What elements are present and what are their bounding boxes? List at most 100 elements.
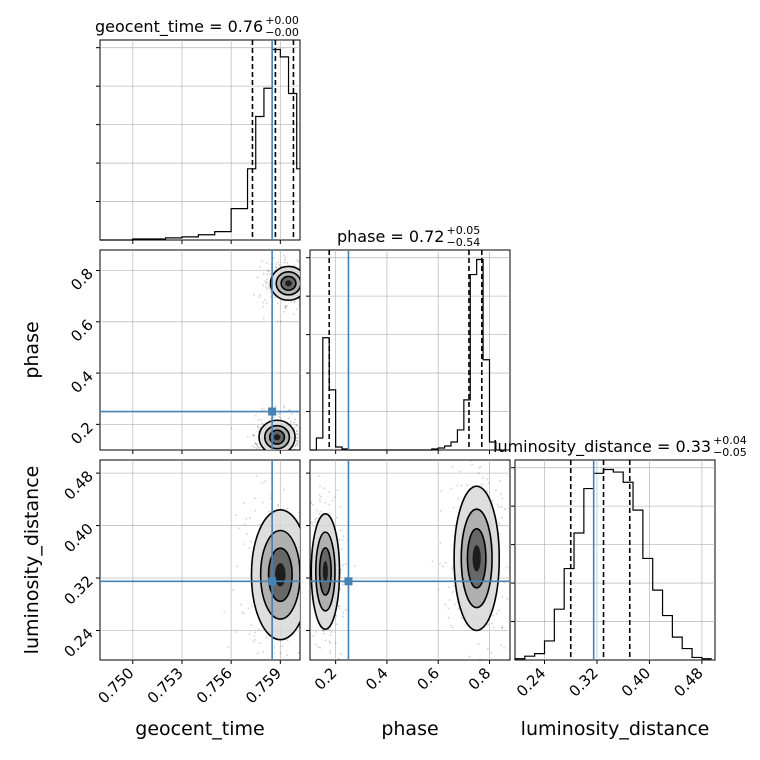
sample-point — [304, 282, 306, 284]
sample-point — [470, 460, 473, 462]
sample-point — [297, 652, 300, 654]
sample-point — [303, 576, 305, 578]
sample-point — [298, 426, 300, 429]
sample-point — [452, 506, 455, 509]
x-tick-label: 0.2 — [311, 664, 341, 694]
sample-point — [307, 509, 309, 511]
sample-point — [487, 482, 490, 485]
sample-point — [264, 280, 267, 283]
sample-point — [324, 639, 327, 642]
sample-point — [302, 594, 304, 596]
sample-point — [303, 289, 305, 291]
sample-point — [488, 710, 490, 712]
sample-point — [254, 414, 257, 417]
sample-point — [258, 446, 261, 449]
sample-point — [451, 566, 454, 568]
y-tick-label: 0.40 — [60, 520, 96, 556]
sample-point — [254, 631, 257, 634]
sample-point — [289, 422, 292, 425]
sample-point — [500, 505, 503, 508]
density-contour — [250, 509, 300, 641]
sample-point — [319, 510, 322, 513]
sample-point — [249, 517, 251, 519]
sample-point — [295, 443, 298, 445]
sample-point — [503, 646, 505, 649]
histogram-step — [514, 468, 712, 660]
sample-point — [302, 546, 304, 548]
density-contour — [267, 547, 293, 603]
sample-point — [283, 453, 285, 455]
density-fill — [273, 434, 281, 441]
sample-point — [295, 424, 298, 427]
y-tick-label: 0.48 — [60, 467, 96, 503]
x-tick-label: 0.48 — [670, 664, 706, 700]
sample-point — [262, 284, 265, 287]
sample-point — [252, 293, 255, 296]
sample-point — [302, 275, 304, 277]
sample-point — [319, 500, 322, 503]
sample-point — [277, 261, 280, 264]
sample-point — [305, 436, 307, 438]
sample-point — [242, 502, 245, 504]
sample-point — [286, 262, 289, 264]
sample-point — [294, 418, 296, 421]
sample-point — [293, 448, 296, 450]
sample-point — [457, 607, 460, 610]
sample-point — [255, 475, 258, 478]
sample-point — [479, 466, 482, 468]
sample-point — [308, 458, 310, 460]
title-plus: +0.00 — [265, 14, 299, 27]
sample-point — [318, 692, 320, 694]
sample-point — [303, 262, 305, 264]
sample-point — [254, 509, 257, 512]
sample-point — [281, 645, 283, 648]
sample-point — [248, 633, 251, 635]
sample-point — [300, 592, 302, 594]
sample-point — [227, 646, 230, 649]
sample-point — [264, 480, 267, 483]
sample-point — [485, 686, 487, 688]
sample-point — [273, 451, 275, 453]
sample-point — [252, 435, 255, 437]
histogram-step — [310, 258, 503, 451]
sample-point — [321, 629, 324, 632]
sample-point — [329, 652, 332, 655]
sample-point — [339, 568, 342, 571]
sample-point — [339, 505, 342, 508]
sample-point — [450, 487, 453, 490]
sample-point — [284, 306, 287, 309]
sample-point — [262, 272, 265, 275]
sample-point — [279, 652, 282, 654]
title-text: geocent_time = 0.76 — [95, 17, 263, 37]
sample-point — [468, 655, 471, 658]
sample-point — [460, 484, 463, 487]
sample-point — [337, 658, 340, 660]
sample-point — [477, 472, 480, 474]
sample-point — [457, 667, 459, 669]
sample-point — [283, 261, 286, 264]
sample-point — [466, 484, 469, 487]
sample-point — [456, 484, 459, 487]
sample-point — [307, 633, 309, 635]
sample-point — [498, 505, 500, 508]
sample-point — [302, 279, 304, 281]
sample-point — [263, 408, 266, 411]
title-text: phase = 0.72 — [337, 227, 444, 246]
sample-point — [278, 415, 281, 418]
sample-point — [304, 578, 306, 580]
sample-point — [337, 604, 340, 607]
density-layer — [310, 460, 510, 712]
sample-point — [336, 623, 338, 626]
sample-point — [259, 266, 262, 268]
sample-point — [293, 426, 296, 429]
sample-point — [261, 422, 264, 425]
sample-point — [271, 452, 273, 454]
sample-point — [329, 642, 331, 644]
sample-point — [261, 259, 264, 262]
sample-point — [283, 305, 286, 307]
sample-point — [451, 568, 454, 571]
sample-point — [457, 497, 459, 500]
sample-point — [329, 634, 332, 637]
sample-point — [265, 302, 268, 305]
sample-point — [338, 538, 341, 541]
